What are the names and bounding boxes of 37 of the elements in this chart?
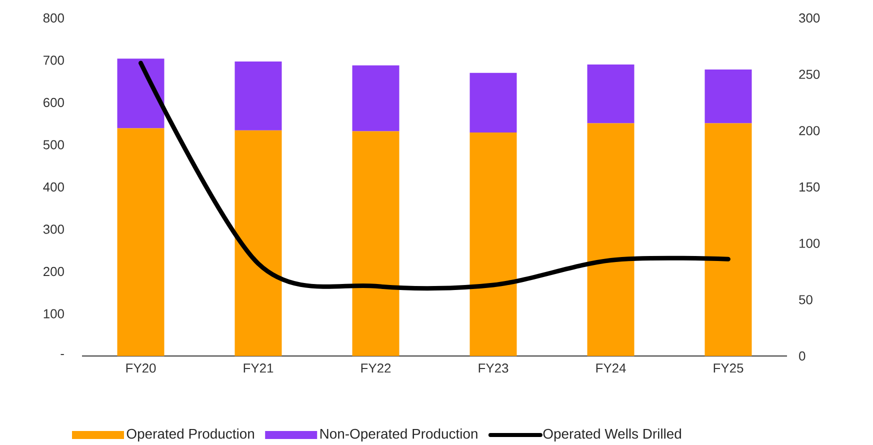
bar bbox=[470, 72, 517, 132]
y2-tick-label: 100 bbox=[800, 238, 820, 248]
y2-tick-label: 300 bbox=[799, 13, 820, 23]
y-tick-label: 400 bbox=[43, 182, 64, 192]
legend-label: Operated Wells Drilled bbox=[543, 428, 681, 442]
bar bbox=[352, 65, 400, 132]
bar bbox=[587, 123, 634, 356]
y-tick-label: 200 bbox=[44, 266, 64, 276]
bar bbox=[587, 64, 634, 124]
bar bbox=[704, 123, 752, 356]
bar bbox=[704, 70, 752, 124]
bar bbox=[234, 130, 282, 356]
y2-tick-label: 150 bbox=[800, 182, 820, 192]
y2-tick-label: 50 bbox=[799, 295, 812, 304]
x-tick-label: FY21 bbox=[244, 364, 274, 373]
x-tick-label: FY22 bbox=[361, 364, 391, 373]
y-tick-label: 700 bbox=[44, 56, 64, 65]
bar bbox=[117, 128, 164, 356]
x-tick-label: FY24 bbox=[596, 364, 626, 373]
y-tick-label: - bbox=[60, 354, 64, 356]
bar bbox=[117, 58, 164, 128]
legend-label: Operated Production bbox=[126, 428, 254, 442]
bar bbox=[234, 62, 282, 130]
legend-label: Non-Operated Production bbox=[320, 428, 478, 442]
y-tick-label: 800 bbox=[43, 13, 64, 23]
x-tick-label: FY23 bbox=[478, 364, 508, 373]
y2-tick-label: 250 bbox=[799, 70, 820, 79]
bar bbox=[352, 131, 400, 356]
y-tick-label: 500 bbox=[43, 140, 64, 150]
y-tick-label: 600 bbox=[44, 98, 64, 108]
y-tick-label: 100 bbox=[44, 309, 64, 318]
y-tick-label: 300 bbox=[43, 224, 64, 234]
bar bbox=[470, 132, 517, 356]
y2-tick-label: 200 bbox=[799, 126, 820, 136]
x-tick-label: FY25 bbox=[714, 364, 744, 373]
x-tick-label: FY20 bbox=[126, 364, 156, 373]
y2-tick-label: 0 bbox=[799, 351, 806, 361]
